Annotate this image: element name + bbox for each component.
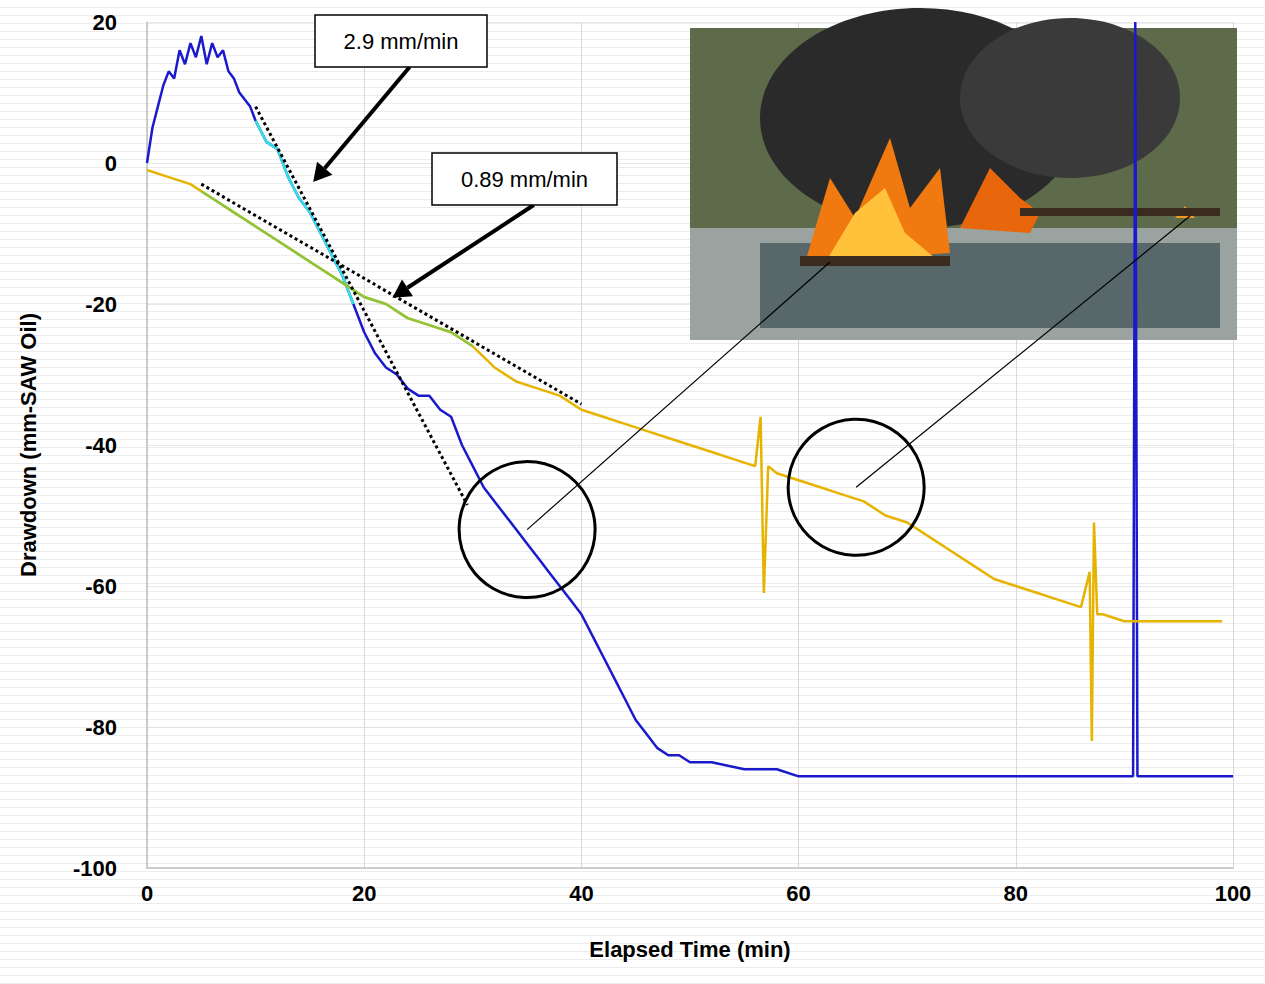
svg-text:0: 0: [141, 881, 153, 906]
svg-text:20: 20: [93, 10, 117, 35]
svg-text:100: 100: [1215, 881, 1252, 906]
svg-text:-80: -80: [85, 715, 117, 740]
svg-text:60: 60: [786, 881, 810, 906]
svg-text:-40: -40: [85, 433, 117, 458]
svg-text:-20: -20: [85, 292, 117, 317]
svg-text:20: 20: [352, 881, 376, 906]
svg-text:0.89 mm/min: 0.89 mm/min: [461, 167, 588, 192]
svg-text:40: 40: [569, 881, 593, 906]
svg-text:Elapsed Time (min): Elapsed Time (min): [589, 937, 790, 962]
svg-text:-60: -60: [85, 574, 117, 599]
svg-text:0: 0: [105, 151, 117, 176]
svg-text:-100: -100: [73, 856, 117, 881]
svg-text:2.9 mm/min: 2.9 mm/min: [344, 29, 459, 54]
svg-text:80: 80: [1004, 881, 1028, 906]
svg-text:Drawdown (mm-SAW Oil): Drawdown (mm-SAW Oil): [16, 313, 41, 577]
